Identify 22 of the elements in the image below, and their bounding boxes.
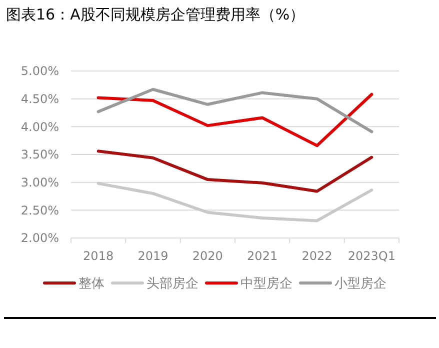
line-series xyxy=(96,150,374,193)
line-series xyxy=(96,92,374,148)
y-tick-label: 3.50% xyxy=(20,148,59,162)
x-tick-label: 2023Q1 xyxy=(348,249,396,264)
y-tick-label: 2.00% xyxy=(20,231,59,246)
line-series xyxy=(96,182,374,222)
x-tick-label: 2020 xyxy=(192,249,223,264)
y-tick-label: 3.00% xyxy=(20,176,59,190)
x-tick-label: 2019 xyxy=(138,249,168,264)
x-tick-label: 2018 xyxy=(83,249,114,264)
chart-title: 图表16：A股不同规模房企管理费用率（%） xyxy=(6,5,305,24)
legend-label: 整体 xyxy=(78,276,104,292)
x-tick-label: 2021 xyxy=(247,249,278,264)
line-series xyxy=(96,88,374,134)
y-tick-label: 2.50% xyxy=(20,203,59,218)
legend-label: 小型房企 xyxy=(334,276,386,292)
x-tick-label: 2022 xyxy=(302,249,332,264)
y-tick-label: 4.00% xyxy=(20,120,59,134)
y-tick-label: 4.50% xyxy=(20,92,59,106)
y-tick-label: 5.00% xyxy=(20,64,59,78)
legend-label: 中型房企 xyxy=(240,276,292,292)
legend-label: 头部房企 xyxy=(146,276,198,292)
